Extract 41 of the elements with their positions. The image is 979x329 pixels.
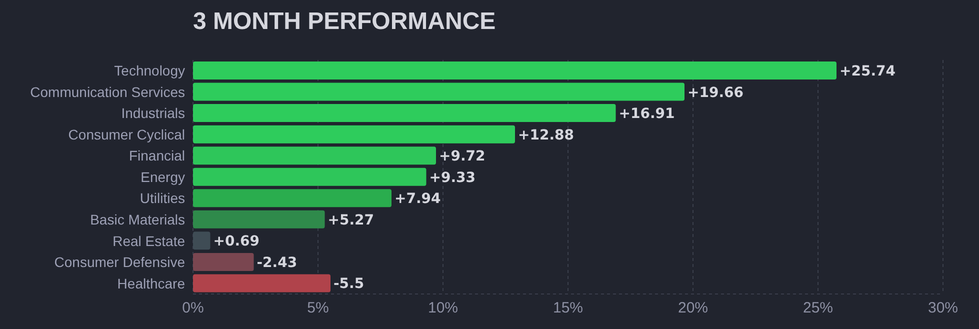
bar [193,82,684,101]
x-tick-label: 25% [802,300,834,317]
data-label: +9.72 [439,148,486,165]
y-tick-label: Basic Materials [90,212,185,228]
y-tick-label: Utilities [140,190,185,206]
bar [193,210,325,228]
data-label: +5.27 [328,212,374,228]
data-label: +25.74 [840,64,896,80]
data-label: +9.33 [429,170,476,186]
bar [193,252,254,271]
y-tick-label: Technology [114,62,185,79]
y-tick-label: Financial [128,148,185,164]
y-tick-label: Consumer Defensive [54,254,186,270]
x-tick-label: 30% [928,300,958,317]
bar [193,168,426,186]
bar [193,62,836,80]
y-tick-label: Communication Services [30,84,185,100]
y-tick-label: Industrials [121,105,185,122]
y-tick-label: Energy [140,168,185,185]
bar [193,189,392,208]
data-label: -5.5 [334,276,364,292]
y-tick-label: Healthcare [117,275,186,292]
data-label: +12.88 [518,127,574,144]
x-tick-label: 15% [552,300,584,317]
data-label: +0.69 [213,234,260,250]
x-tick-label: 10% [428,300,458,317]
chart-title: 3 MONTH PERFORMANCE [193,8,496,36]
data-label: -2.43 [256,254,298,271]
y-tick-label: Real Estate [112,232,186,249]
bar [193,274,330,292]
data-label: +19.66 [688,84,744,101]
x-tick-label: 20% [678,300,708,317]
x-tick-label: 5% [307,300,329,317]
bar [193,104,616,122]
bar [193,125,515,144]
y-tick-label: Consumer Cyclical [68,126,185,142]
data-label: +16.91 [618,106,675,122]
bar [193,146,436,165]
data-label: +7.94 [394,191,442,208]
x-tick-label: 0% [182,300,204,317]
bar [193,232,210,250]
